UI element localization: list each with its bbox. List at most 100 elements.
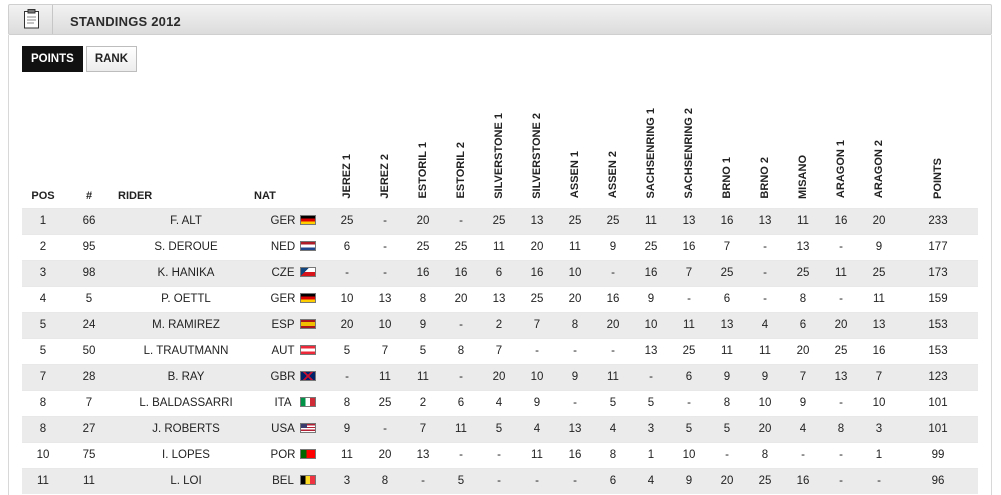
- cell-rider[interactable]: B. RAY: [114, 364, 254, 390]
- column-header-race[interactable]: SILVERSTONE 1: [480, 96, 518, 208]
- cell-race-result: 25: [670, 338, 708, 364]
- column-header-race[interactable]: JEREZ 2: [366, 96, 404, 208]
- cell-race-result: 13: [518, 208, 556, 234]
- cell-rider[interactable]: P. OETTL: [114, 286, 254, 312]
- cell-race-result: 9: [404, 312, 442, 338]
- table-row[interactable]: 3 98 K. HANIKA CZE - -16 16 6 16 10-16 7 25-25 11 25 1…: [22, 260, 978, 286]
- column-header-race[interactable]: ESTORIL 1: [404, 96, 442, 208]
- cell-race-result: 9: [594, 234, 632, 260]
- column-header-race[interactable]: ASSEN 2: [594, 96, 632, 208]
- cell-number: 95: [64, 234, 114, 260]
- table-row[interactable]: 10 75 I. LOPES POR 11 20 13- -11 16 8 1 10-8- -1 99: [22, 442, 978, 468]
- cell-rider[interactable]: K. HANIKA: [114, 260, 254, 286]
- column-header-rider[interactable]: RIDER: [118, 189, 153, 202]
- column-header-race[interactable]: ASSEN 1: [556, 96, 594, 208]
- cell-race-result: 11: [556, 234, 594, 260]
- cell-nat: ITA: [254, 390, 328, 416]
- column-header-label: SACHSENRING 2: [683, 108, 695, 199]
- column-header-number[interactable]: #: [85, 189, 93, 202]
- cell-rider[interactable]: L. BALDASSARRI: [114, 390, 254, 416]
- cell-pos: 2: [22, 234, 64, 260]
- cell-rider[interactable]: L. TRAUTMANN: [114, 338, 254, 364]
- column-header-race[interactable]: BRNO 1: [708, 96, 746, 208]
- column-header-race[interactable]: ARAGON 2: [860, 96, 898, 208]
- table-row[interactable]: 4 5 P. OETTL GER 10 13 8 20 13 25 20 16 9-6-8-11 159: [22, 286, 978, 312]
- nat-code: GER: [270, 215, 296, 227]
- cell-nat: POR: [254, 442, 328, 468]
- cell-race-result: 16: [594, 286, 632, 312]
- cell-race-result: 11: [404, 364, 442, 390]
- column-header-pos[interactable]: POS: [31, 189, 55, 202]
- cell-race-result: 10: [860, 390, 898, 416]
- cell-race-result: 25: [594, 208, 632, 234]
- cell-race-result: 25: [518, 286, 556, 312]
- column-header-race[interactable]: SACHSENRING 1: [632, 96, 670, 208]
- cell-race-result: 20: [784, 338, 822, 364]
- table-row[interactable]: 2 95 S. DEROUE NED 6-25 25 11 20 11 9 25 16 7-13-9 17…: [22, 234, 978, 260]
- cell-race-result: 11: [746, 338, 784, 364]
- cell-number: 28: [64, 364, 114, 390]
- cell-race-result: 10: [746, 390, 784, 416]
- column-header-race[interactable]: ESTORIL 2: [442, 96, 480, 208]
- cell-race-result: 7: [708, 234, 746, 260]
- cell-rider[interactable]: I. LOPES: [114, 442, 254, 468]
- cell-nat: ESP: [254, 312, 328, 338]
- column-header-race[interactable]: BRNO 2: [746, 96, 784, 208]
- cell-rider[interactable]: F. ALT: [114, 208, 254, 234]
- cell-race-result: 2: [480, 312, 518, 338]
- table-row[interactable]: 1 66 F. ALT GER 25-20-25 13 25 25 11 13 16 13 11 16 20…: [22, 208, 978, 234]
- flag-icon: [300, 423, 316, 433]
- cell-race-result: 13: [632, 338, 670, 364]
- cell-race-result: 10: [556, 260, 594, 286]
- cell-race-result: 16: [518, 260, 556, 286]
- table-row[interactable]: 8 7 L. BALDASSARRI ITA 8 25 2 6 4 9-5 5-8 10 9-10 101: [22, 390, 978, 416]
- cell-race-result: -: [442, 208, 480, 234]
- cell-race-result: 20: [442, 286, 480, 312]
- cell-race-result: 8: [556, 312, 594, 338]
- cell-race-result: 20: [480, 364, 518, 390]
- column-header-race[interactable]: ARAGON 1: [822, 96, 860, 208]
- column-header-race[interactable]: SACHSENRING 2: [670, 96, 708, 208]
- cell-points: 153: [898, 312, 978, 338]
- table-row[interactable]: 7 28 B. RAY GBR -11 11-20 10 9 11-6 9 9 7 13 7 123: [22, 364, 978, 390]
- column-header-label: ESTORIL 1: [417, 142, 429, 199]
- cell-number: 5: [64, 286, 114, 312]
- header-icon-box: [13, 5, 53, 34]
- cell-race-result: -: [366, 208, 404, 234]
- cell-race-result: -: [366, 416, 404, 442]
- column-header-label: MISANO: [797, 154, 809, 199]
- cell-race-result: -: [822, 390, 860, 416]
- cell-race-result: 11: [784, 208, 822, 234]
- flag-icon: [300, 449, 316, 459]
- column-header-points[interactable]: POINTS: [898, 96, 978, 208]
- cell-nat: BEL: [254, 468, 328, 494]
- cell-rider[interactable]: J. ROBERTS: [114, 416, 254, 442]
- column-header-label: ASSEN 1: [569, 151, 581, 199]
- cell-race-result: 8: [746, 442, 784, 468]
- nat-code: POR: [270, 449, 296, 461]
- column-header-race[interactable]: JEREZ 1: [328, 96, 366, 208]
- table-row[interactable]: 5 24 M. RAMIREZ ESP 20 10 9-2 7 8 20 10 11 13 4 6 20 13 1…: [22, 312, 978, 338]
- column-header-race[interactable]: MISANO: [784, 96, 822, 208]
- cell-points: 123: [898, 364, 978, 390]
- cell-rider[interactable]: M. RAMIREZ: [114, 312, 254, 338]
- table-row[interactable]: 8 27 J. ROBERTS USA 9-7 11 5 4 13 4 3 5 5 20 4 8 3 101: [22, 416, 978, 442]
- column-header-race[interactable]: SILVERSTONE 2: [518, 96, 556, 208]
- column-header-nat[interactable]: NAT: [254, 189, 276, 202]
- cell-rider[interactable]: L. LOI: [114, 468, 254, 494]
- cell-race-result: 25: [328, 208, 366, 234]
- cell-race-result: 13: [556, 416, 594, 442]
- cell-rider[interactable]: S. DEROUE: [114, 234, 254, 260]
- flag-icon: [300, 267, 316, 277]
- table-row[interactable]: 5 50 L. TRAUTMANN AUT 5 7 5 8 7- - -13 25 11 11 20 25 16…: [22, 338, 978, 364]
- tab-rank[interactable]: RANK: [85, 46, 138, 72]
- cell-race-result: 20: [822, 312, 860, 338]
- cell-race-result: 10: [670, 442, 708, 468]
- table-row[interactable]: 11 11 L. LOI BEL 3 8-5- - -6 4 9 20 25 16- -96: [22, 468, 978, 494]
- cell-race-result: 5: [404, 338, 442, 364]
- cell-race-result: -: [746, 234, 784, 260]
- cell-race-result: -: [822, 286, 860, 312]
- cell-race-result: -: [442, 312, 480, 338]
- tab-points[interactable]: POINTS: [22, 46, 83, 72]
- nat-code: BEL: [272, 475, 294, 488]
